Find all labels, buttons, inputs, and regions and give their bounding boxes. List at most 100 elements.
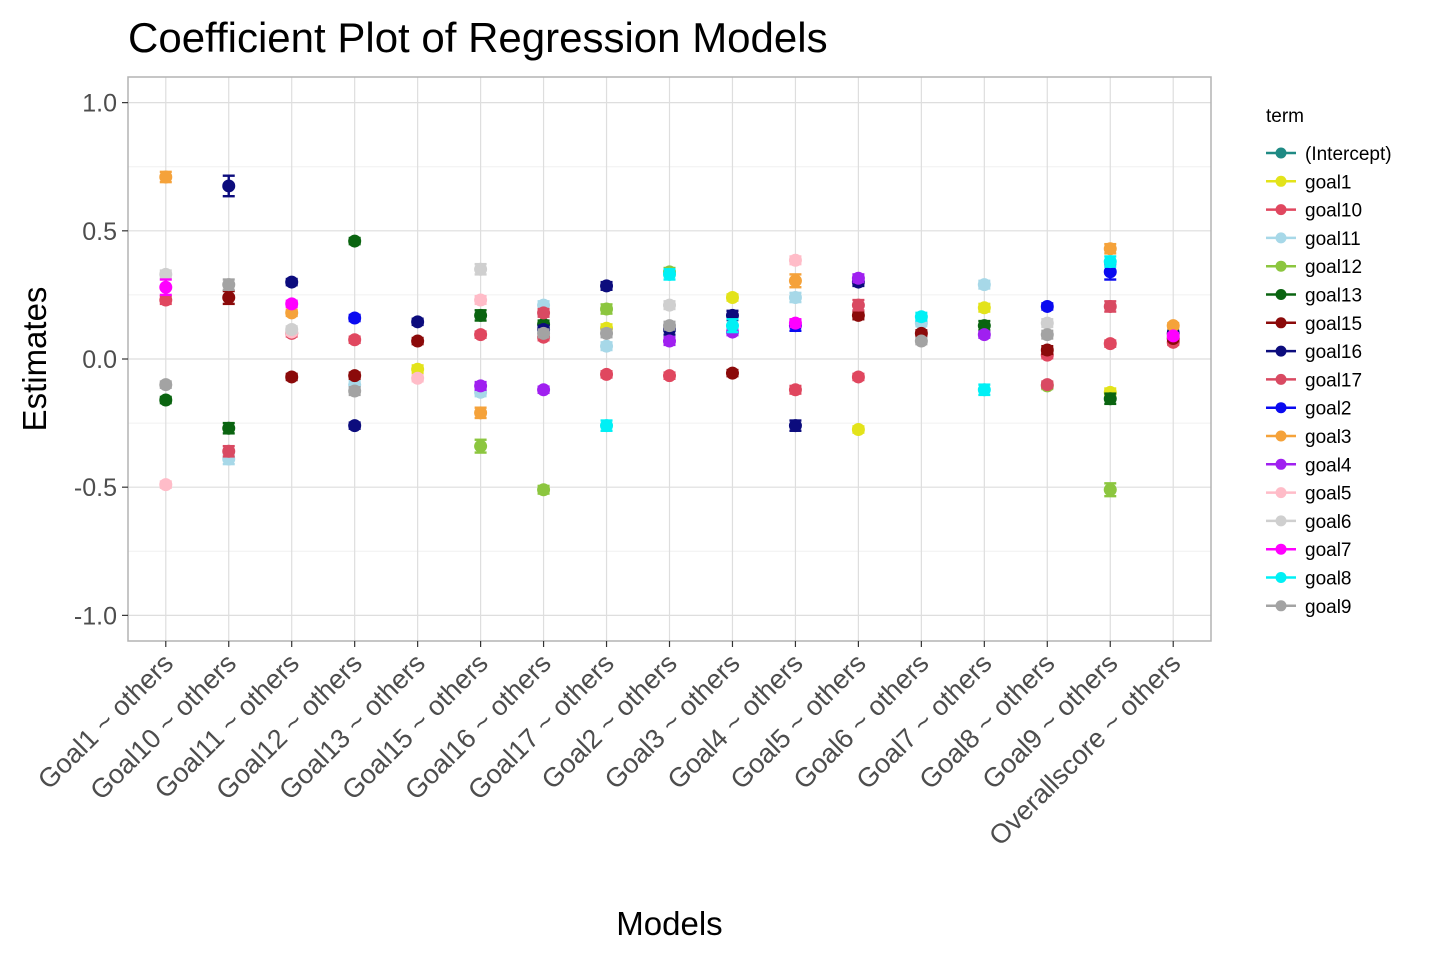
data-point — [600, 419, 614, 433]
data-point — [788, 383, 802, 397]
data-point — [914, 334, 928, 348]
data-point — [411, 334, 425, 348]
data-point — [600, 326, 614, 340]
data-point — [474, 308, 488, 322]
data-point — [788, 419, 802, 433]
legend-key-point — [1275, 572, 1287, 583]
legend-items: (Intercept) goal1 goal10 goal11 goal12 goal13… — [1266, 144, 1392, 618]
legend-key-point — [1275, 487, 1287, 499]
legend-item-goal15: goal15 — [1266, 314, 1362, 335]
point-layer — [159, 170, 1180, 498]
legend-key-point — [1275, 175, 1287, 187]
data-point — [285, 370, 299, 384]
legend-key-point — [1275, 402, 1287, 414]
data-point — [977, 301, 991, 315]
legend-item-goal12: goal12 — [1266, 257, 1362, 278]
series-goal15 — [222, 289, 1180, 384]
data-point — [285, 297, 299, 311]
data-point — [851, 370, 865, 384]
data-point — [348, 311, 362, 325]
data-point — [159, 478, 173, 492]
legend-key-point — [1275, 345, 1287, 357]
data-point — [222, 421, 236, 435]
legend-item-goal8: goal8 — [1266, 569, 1352, 590]
data-point — [348, 384, 362, 398]
data-point — [1103, 392, 1117, 406]
data-point — [788, 316, 802, 330]
legend-item-goal6: goal6 — [1266, 512, 1352, 533]
legend-key-point — [1275, 317, 1287, 329]
legend-item-goal16: goal16 — [1266, 342, 1362, 363]
data-point — [537, 483, 551, 497]
data-point — [222, 444, 236, 458]
legend-label: goal3 — [1305, 427, 1352, 448]
legend-key-point — [1275, 147, 1287, 159]
data-point — [537, 383, 551, 397]
chart-title: Coefficient Plot of Regression Models — [128, 14, 828, 61]
data-point — [1166, 329, 1180, 343]
legend-label: goal13 — [1305, 286, 1362, 307]
legend-title: term — [1266, 106, 1304, 127]
data-point — [222, 278, 236, 292]
data-point — [600, 339, 614, 353]
legend-label: goal8 — [1305, 569, 1352, 590]
data-point — [851, 298, 865, 312]
y-tick-label: 0.5 — [82, 218, 117, 246]
y-tick-labels: 1.0 0.5 0.0 -0.5 -1.0 — [74, 90, 128, 630]
legend-item-goal2: goal2 — [1266, 399, 1352, 420]
data-point — [663, 267, 676, 281]
data-point — [348, 369, 362, 383]
data-point — [159, 293, 173, 307]
data-point — [725, 319, 739, 333]
data-point — [977, 383, 991, 397]
data-point — [159, 280, 173, 294]
legend: term (Intercept) goal1 goal10 goal11 goal12 g… — [1266, 106, 1392, 618]
data-point — [788, 274, 802, 288]
data-point — [1040, 299, 1054, 313]
legend-key-point — [1275, 232, 1287, 244]
data-point — [537, 306, 551, 320]
legend-item-goal5: goal5 — [1266, 484, 1352, 505]
data-point — [1103, 337, 1117, 351]
data-point — [474, 328, 488, 342]
data-point — [159, 378, 173, 392]
legend-label: goal11 — [1305, 229, 1361, 250]
data-point — [222, 179, 236, 193]
legend-item-goal3: goal3 — [1266, 427, 1352, 448]
y-tick-label: 0.0 — [82, 346, 117, 374]
data-point — [1103, 299, 1117, 313]
data-point — [474, 262, 488, 276]
legend-item-goal7: goal7 — [1266, 540, 1352, 561]
legend-item-goal10: goal10 — [1266, 201, 1362, 222]
data-point — [1040, 343, 1054, 357]
data-point — [725, 290, 739, 304]
data-point — [851, 271, 865, 285]
legend-label: goal2 — [1305, 399, 1352, 420]
legend-item-goal4: goal4 — [1266, 455, 1352, 476]
series-goal6 — [159, 262, 1054, 337]
data-point — [1103, 265, 1117, 279]
data-point — [851, 308, 865, 322]
data-point — [1103, 255, 1117, 269]
legend-key-point — [1275, 515, 1287, 527]
data-point — [851, 423, 865, 436]
legend-label: goal16 — [1305, 342, 1362, 363]
y-axis-title: Estimates — [16, 287, 53, 432]
data-point — [474, 406, 488, 420]
data-point — [348, 333, 362, 347]
data-point — [285, 275, 299, 289]
legend-key-point — [1275, 204, 1287, 216]
data-point — [159, 393, 173, 407]
series-goal7 — [159, 278, 1180, 343]
series-goal17 — [222, 298, 1117, 458]
legend-key-point — [1275, 600, 1287, 612]
data-point — [348, 234, 362, 248]
data-point — [1166, 319, 1180, 333]
legend-label: (Intercept) — [1305, 144, 1392, 165]
legend-key-point — [1275, 430, 1287, 442]
legend-label: goal5 — [1305, 484, 1352, 505]
legend-key-point — [1275, 458, 1287, 470]
data-point — [977, 328, 991, 342]
data-point — [663, 334, 676, 348]
